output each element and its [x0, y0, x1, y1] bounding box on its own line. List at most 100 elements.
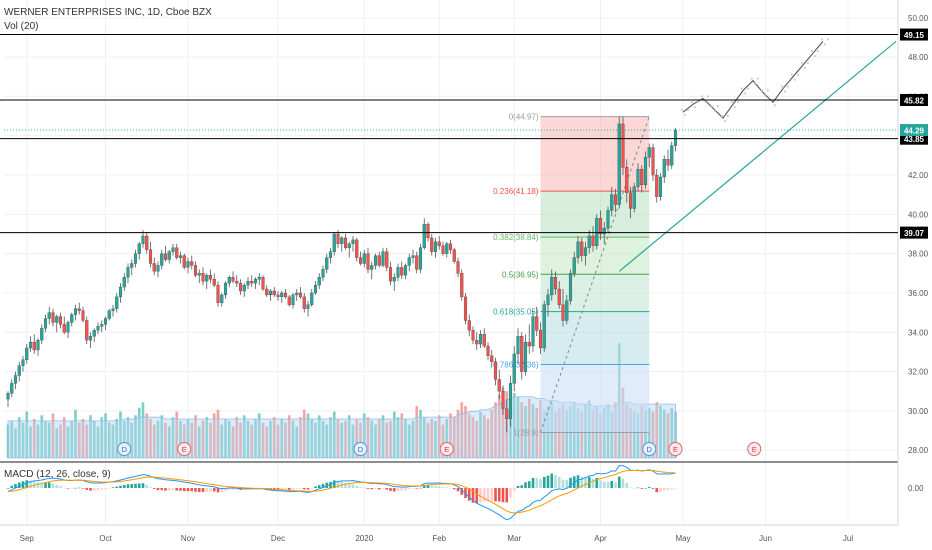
candle-body	[553, 277, 558, 290]
macd-histogram-bar	[460, 488, 464, 495]
level-price-tag[interactable]	[900, 28, 928, 41]
ghost-feed-mark	[727, 115, 729, 117]
candle	[651, 143, 655, 181]
macd-histogram-bar	[17, 482, 21, 489]
volume-bar	[464, 406, 467, 458]
candle-body	[437, 241, 441, 246]
volume-bar	[419, 409, 422, 458]
candle	[47, 306, 51, 325]
candle-body	[658, 176, 663, 197]
candle	[403, 263, 408, 280]
volume-bar	[355, 419, 359, 458]
volume-bar	[47, 422, 51, 458]
volume-bar	[284, 422, 287, 458]
macd-histogram-bar	[104, 488, 107, 489]
candle	[92, 328, 96, 343]
candle-body	[160, 253, 164, 266]
candle-body	[351, 239, 355, 244]
candle-body	[62, 324, 66, 333]
ascending-trendline[interactable]	[618, 40, 897, 272]
macd-indicator-label[interactable]: MACD (12, 26, close, 9)	[4, 469, 111, 480]
macd-histogram-bar	[122, 485, 126, 489]
macd-histogram-bar	[452, 488, 456, 490]
candle	[366, 247, 370, 274]
level-price-tag[interactable]	[900, 93, 928, 106]
symbol-title[interactable]: WERNER ENTERPRISES INC, 1D, Cboe BZX	[4, 7, 212, 18]
fib-level-label: 0.618(35.05)	[493, 308, 539, 317]
volume-bar	[456, 409, 460, 458]
candle-body	[542, 304, 546, 349]
candle	[257, 273, 261, 286]
candle-body	[235, 281, 239, 284]
macd-histogram-bar	[220, 488, 224, 493]
earnings-marker[interactable]: E	[177, 442, 192, 456]
volume-bar	[389, 420, 392, 458]
candle	[463, 292, 468, 325]
dividend-marker[interactable]: D	[642, 442, 657, 456]
candle-body	[583, 247, 588, 256]
fib-level-label: 0.236(41.18)	[493, 187, 539, 196]
macd-histogram-bar	[584, 477, 587, 489]
candle	[580, 237, 584, 262]
volume-bar	[321, 420, 325, 458]
volume-indicator-label[interactable]: Vol (20)	[4, 21, 39, 32]
candle	[343, 234, 348, 250]
candle-body	[640, 168, 644, 186]
macd-histogram-bar	[81, 488, 85, 489]
macd-histogram-bar	[130, 484, 134, 489]
candle	[617, 116, 621, 209]
earnings-marker[interactable]: E	[439, 442, 454, 456]
volume-bar	[164, 422, 167, 458]
candle-body	[662, 159, 666, 178]
candle-body	[400, 267, 404, 276]
last-price-label: 44.29	[904, 127, 925, 136]
ghost-feed-mark	[687, 109, 689, 111]
earnings-marker[interactable]: E	[668, 442, 683, 456]
macd-histogram-bar	[610, 480, 614, 489]
candle	[673, 127, 678, 152]
candle	[178, 251, 183, 264]
candle-body	[28, 341, 33, 349]
dividend-marker[interactable]: D	[117, 442, 132, 456]
projected-path[interactable]	[682, 41, 824, 119]
volume-bar	[227, 420, 231, 458]
candle	[43, 314, 48, 333]
price-tick-label: 42.00	[908, 171, 929, 180]
candle	[505, 399, 509, 433]
volume-bar	[340, 422, 344, 458]
candle	[325, 253, 329, 274]
last-price-tag[interactable]	[900, 124, 928, 137]
macd-histogram-bar	[445, 487, 449, 489]
dividend-marker[interactable]: D	[353, 442, 368, 456]
candle	[430, 234, 434, 256]
volume-bar	[325, 424, 329, 458]
volume-bar	[280, 419, 284, 458]
event-marker-label: E	[752, 445, 757, 454]
price-tick-label: 48.00	[908, 53, 929, 62]
candle	[553, 271, 558, 295]
candle-body	[58, 316, 63, 325]
earnings-marker[interactable]: E	[747, 442, 762, 456]
level-price-tag[interactable]	[900, 226, 928, 239]
candle	[55, 314, 59, 333]
candle	[373, 253, 378, 270]
fib-trend-line	[540, 116, 650, 433]
macd-histogram-bar	[392, 488, 396, 492]
price-levels[interactable]: 49.15 45.82 43.85 39.07 44.29	[0, 28, 928, 239]
candle-body	[21, 359, 25, 366]
candle-body	[212, 279, 216, 286]
macd-histogram-bar	[77, 487, 81, 489]
ghost-feed-mark	[824, 43, 826, 46]
candle	[388, 261, 393, 286]
drawings-layer[interactable]	[618, 38, 897, 272]
candle-body	[253, 279, 258, 284]
candle	[355, 237, 359, 262]
volume-bar	[182, 424, 186, 458]
volume-bar	[531, 404, 535, 458]
ghost-feed-mark	[684, 114, 686, 116]
candle	[175, 243, 179, 260]
fibonacci-retracement[interactable]: 0(44.97) 0.236(41.18) 0.382(38.84) 0.5(36.9…	[493, 113, 650, 438]
ghost-feed-mark	[711, 105, 713, 108]
